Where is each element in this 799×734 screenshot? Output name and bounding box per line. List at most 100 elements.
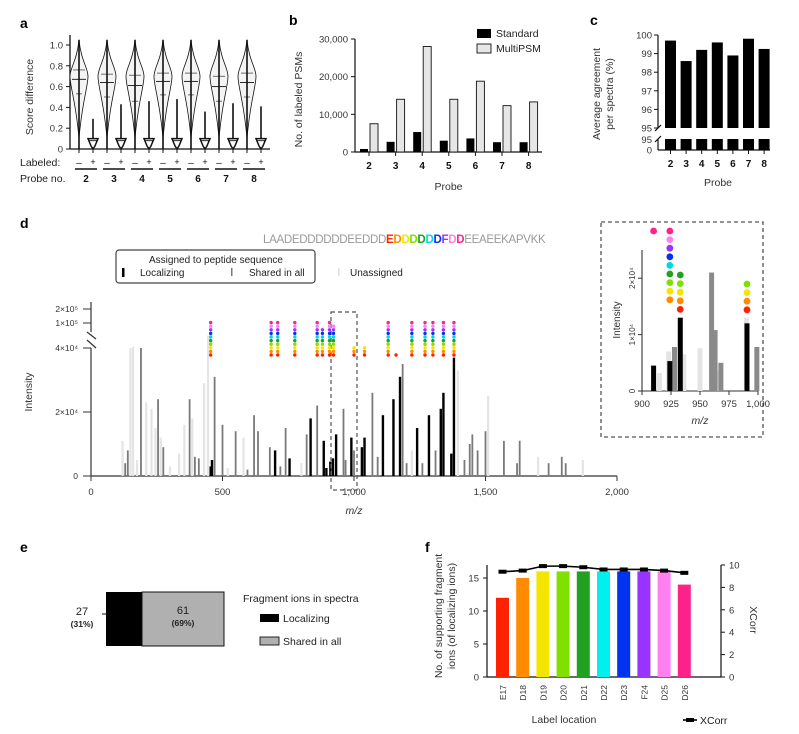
spectrum-peak-unassigned <box>159 437 162 476</box>
spectrum-peak-unassigned <box>202 383 206 476</box>
spectrum-peak-localizing <box>442 392 445 476</box>
localizing-dot <box>431 320 435 325</box>
spectrum-peak-shared <box>253 415 255 476</box>
spectrum-peak-unassigned <box>456 370 459 476</box>
localizing-dot <box>276 324 280 328</box>
x-axis-label: Probe <box>704 177 732 189</box>
y-tick-label: 0.4 <box>50 103 63 114</box>
bar-upper <box>743 38 754 128</box>
inset-y-axis-label: Intensity <box>612 301 623 338</box>
spectrum-peak-unassigned <box>145 402 148 476</box>
localizing-dot <box>423 342 427 346</box>
probe-label: 8 <box>251 174 257 185</box>
inset-localizing-dot <box>666 287 674 295</box>
peptide-residue-highlight: D <box>401 234 409 246</box>
x-axis-label: Label location <box>532 714 597 726</box>
localizing-dot <box>320 342 325 346</box>
spectrum-peak-localizing <box>334 434 338 476</box>
localizing-dot <box>293 338 297 343</box>
y-axis-label: Average agreement <box>591 48 603 140</box>
localizing-dot <box>386 324 390 328</box>
spectrum-peak-unassigned <box>150 408 153 476</box>
localizing-dot <box>386 328 390 332</box>
spectrum-peak-shared <box>401 364 404 476</box>
legend-label-shared: Shared in all <box>249 268 305 279</box>
xcorr-marker <box>639 567 648 572</box>
y-tick-label: 0.6 <box>50 82 63 93</box>
inset-box <box>600 221 764 438</box>
spectrum-peak-shared <box>140 348 142 476</box>
y-tick-label: 1.0 <box>50 41 63 52</box>
spectrum-peak-shared <box>257 431 259 476</box>
violin-labeled <box>170 137 184 151</box>
spectrum-peak-shared <box>518 440 521 476</box>
spectrum-peak-shared <box>246 469 249 476</box>
inset-peak-unassigned <box>697 348 703 391</box>
x-tick-label: 5 <box>446 161 452 172</box>
spectrum-peak-shared <box>124 463 127 476</box>
localizing-dot <box>293 320 297 325</box>
y2-tick-label: 2 <box>729 650 734 661</box>
inset-peak-unassigned <box>656 372 662 391</box>
x-tick-label: 5 <box>715 159 721 170</box>
localizing-dot <box>386 342 390 346</box>
localizing-dot <box>386 320 390 325</box>
x-tick-label: 0 <box>88 487 93 498</box>
inset-x-tick-label: 925 <box>663 399 679 410</box>
x-tick-label: 2 <box>366 161 372 172</box>
spectrum-peak-shared <box>221 424 224 476</box>
localizing-dot <box>293 328 297 332</box>
bar-multipsm <box>529 101 539 153</box>
spectrum-peak-shared <box>376 456 379 476</box>
bar-standard <box>439 140 448 152</box>
peptide-residue-highlight: D <box>409 234 417 246</box>
localizing-dot <box>362 346 367 350</box>
localizing-dot <box>315 324 319 328</box>
localizing-dot <box>431 349 435 354</box>
y-tick-label: 0 <box>73 471 78 481</box>
bar-multipsm <box>449 98 459 153</box>
localizing-dot <box>320 353 325 357</box>
spectrum-peak-localizing <box>427 415 431 476</box>
labeled-plus: + <box>230 157 235 167</box>
bar-lower <box>743 139 754 150</box>
localizing-dot <box>410 320 414 325</box>
segment-localizing <box>106 592 142 646</box>
inset-x-tick-label: 900 <box>634 399 650 410</box>
localizing-dot <box>320 349 325 354</box>
localizing-dot <box>410 324 414 328</box>
localizing-percent: (31%) <box>71 619 94 629</box>
xcorr-marker <box>538 564 547 569</box>
spectrum-peak-localizing <box>439 408 442 476</box>
localizing-dot <box>276 346 280 350</box>
x-tick-label: D21 <box>579 685 589 701</box>
localizing-dot <box>431 342 435 346</box>
inset-localizing-dot <box>743 289 751 296</box>
legend-label-standard: Standard <box>496 28 539 40</box>
spectrum-peak-localizing <box>363 437 366 476</box>
spectrum-peak-localizing <box>210 460 214 476</box>
bar-upper <box>758 48 770 129</box>
peptide-prefix: LAADEDDDDDDEEDDD <box>263 234 386 246</box>
inset-x-axis-label: m/z <box>692 415 710 427</box>
spectrum-peak-shared <box>268 447 271 476</box>
xcorr-line <box>502 565 685 574</box>
xcorr-marker <box>680 570 689 575</box>
localizing-dot <box>315 353 319 357</box>
x-tick-label: 1,500 <box>474 487 498 498</box>
peptide-suffix: EEAEEKAPVKK <box>464 234 546 246</box>
y-axis-label: Score difference <box>24 59 36 135</box>
localizing-dot <box>320 335 325 339</box>
localizing-dot <box>327 324 332 328</box>
localizing-count: 27 <box>76 606 88 618</box>
y-tick-label: 0 <box>343 148 348 159</box>
spectrum-peak-shared <box>197 458 200 476</box>
localizing-dot <box>452 346 456 350</box>
spectrum-peak-shared <box>564 463 567 476</box>
spectrum-peak-unassigned <box>131 346 135 476</box>
spectrum-peak-unassigned <box>226 468 229 476</box>
localizing-dot <box>269 335 273 339</box>
localizing-dot <box>269 324 273 328</box>
y-tick-label: 98 <box>641 68 652 79</box>
localizing-dot <box>352 346 356 350</box>
